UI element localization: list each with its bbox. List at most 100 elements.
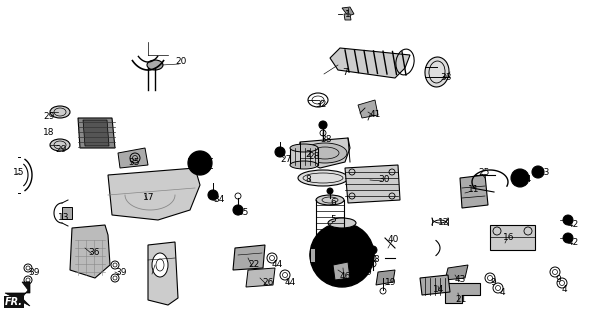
Circle shape	[310, 223, 374, 287]
Text: 23: 23	[538, 168, 549, 177]
Text: 1: 1	[345, 10, 351, 19]
Text: 29: 29	[43, 112, 55, 121]
Text: 35: 35	[128, 158, 140, 167]
Ellipse shape	[290, 144, 318, 152]
Text: 11: 11	[468, 185, 479, 194]
Circle shape	[327, 188, 333, 194]
Text: 21: 21	[455, 295, 466, 304]
Text: 40: 40	[388, 235, 400, 244]
Ellipse shape	[328, 218, 356, 228]
Polygon shape	[118, 148, 148, 168]
Circle shape	[511, 169, 529, 187]
Text: 5: 5	[330, 215, 336, 224]
Text: 31: 31	[200, 163, 211, 172]
Text: 3: 3	[373, 255, 379, 264]
Circle shape	[563, 233, 573, 243]
Circle shape	[208, 190, 218, 200]
Polygon shape	[460, 175, 488, 208]
Polygon shape	[445, 265, 468, 280]
Polygon shape	[108, 168, 200, 220]
Polygon shape	[333, 262, 350, 280]
Text: FR.: FR.	[5, 297, 23, 307]
Text: 36: 36	[88, 248, 99, 257]
Polygon shape	[376, 270, 395, 285]
Text: 44: 44	[285, 278, 296, 287]
Ellipse shape	[316, 195, 344, 205]
Polygon shape	[420, 275, 450, 295]
Text: 4: 4	[500, 288, 506, 297]
Circle shape	[233, 205, 243, 215]
Text: 25: 25	[478, 168, 489, 177]
Ellipse shape	[50, 139, 70, 151]
Polygon shape	[358, 100, 378, 118]
Text: 43: 43	[455, 275, 466, 284]
Polygon shape	[490, 225, 535, 250]
Text: 12: 12	[438, 218, 449, 227]
Text: 41: 41	[370, 110, 381, 119]
Ellipse shape	[303, 143, 347, 163]
Circle shape	[563, 215, 573, 225]
Text: 17: 17	[143, 193, 154, 202]
Circle shape	[566, 218, 570, 222]
Text: 45: 45	[238, 208, 249, 217]
Circle shape	[566, 236, 570, 240]
Polygon shape	[148, 242, 178, 305]
Polygon shape	[345, 165, 400, 203]
Text: 42: 42	[568, 220, 579, 229]
Circle shape	[535, 169, 541, 175]
Text: 2: 2	[305, 150, 311, 159]
Polygon shape	[344, 14, 351, 20]
Text: 22: 22	[248, 260, 259, 269]
Text: 39: 39	[115, 268, 126, 277]
Text: 10: 10	[323, 245, 335, 254]
Text: 44: 44	[272, 260, 283, 269]
Polygon shape	[233, 245, 265, 270]
Circle shape	[532, 166, 544, 178]
Text: 6: 6	[330, 198, 336, 207]
Ellipse shape	[290, 161, 318, 169]
Ellipse shape	[298, 170, 348, 186]
Text: 29: 29	[55, 145, 66, 154]
Polygon shape	[78, 118, 115, 148]
Text: 27: 27	[280, 155, 291, 164]
Text: 33: 33	[440, 73, 452, 82]
Text: 19: 19	[385, 278, 397, 287]
Ellipse shape	[50, 106, 70, 118]
Polygon shape	[62, 207, 72, 219]
Polygon shape	[342, 7, 354, 16]
Text: 8: 8	[305, 175, 311, 184]
Circle shape	[210, 193, 216, 197]
Ellipse shape	[147, 60, 163, 70]
Polygon shape	[330, 48, 410, 78]
Circle shape	[278, 149, 283, 155]
Text: 18: 18	[43, 128, 55, 137]
Text: 9: 9	[555, 275, 561, 284]
Text: 9: 9	[490, 278, 496, 287]
Circle shape	[188, 151, 212, 175]
Circle shape	[369, 246, 377, 254]
Text: 9: 9	[365, 268, 371, 277]
Ellipse shape	[316, 237, 344, 247]
Polygon shape	[310, 248, 315, 262]
Text: 26: 26	[262, 278, 273, 287]
Text: 15: 15	[13, 168, 25, 177]
Ellipse shape	[425, 57, 449, 87]
Text: 14: 14	[433, 285, 444, 294]
Text: 30: 30	[378, 175, 389, 184]
Text: 32: 32	[315, 100, 326, 109]
Text: 38: 38	[320, 135, 332, 144]
Polygon shape	[70, 225, 110, 278]
Text: 13: 13	[58, 213, 69, 222]
Text: 4: 4	[562, 285, 568, 294]
Text: 20: 20	[175, 57, 186, 66]
Text: 24: 24	[520, 175, 531, 184]
Text: 7: 7	[342, 68, 348, 77]
Circle shape	[275, 147, 285, 157]
Polygon shape	[445, 283, 480, 303]
Text: 28: 28	[308, 152, 319, 161]
Polygon shape	[5, 282, 30, 306]
Text: 42: 42	[568, 238, 579, 247]
Text: 16: 16	[503, 233, 514, 242]
Ellipse shape	[152, 253, 168, 277]
Polygon shape	[246, 268, 275, 287]
